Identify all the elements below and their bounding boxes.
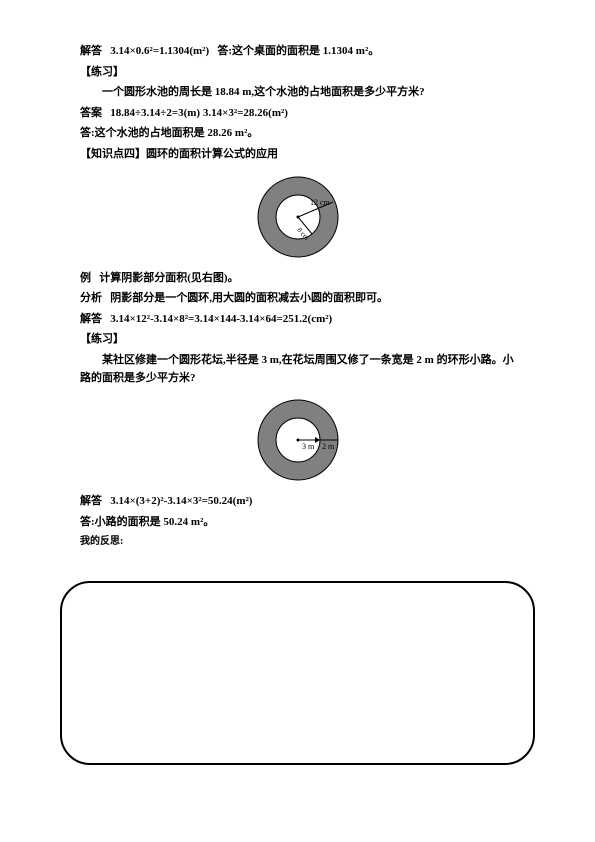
kp4-title: 【知识点四】圆环的面积计算公式的应用 (80, 146, 515, 164)
reflection-box (60, 581, 535, 765)
practice1-answer-label: 答案 (80, 107, 102, 119)
practice2-solve-line: 解答 3.14×(3+2)²-3.14×3²=50.24(m²) (80, 493, 515, 511)
practice1-answer-line: 答案 18.84÷3.14÷2=3(m) 3.14×3²=28.26(m²) (80, 105, 515, 123)
solve1-label: 解答 (80, 45, 102, 57)
reflection-label: 我的反思: (80, 534, 515, 550)
practice1-answer-text: 答:这个水池的占地面积是 28.26 m²。 (80, 125, 515, 143)
practice1-question: 一个圆形水池的周长是 18.84 m,这个水池的占地面积是多少平方米? (80, 84, 515, 102)
kp4-example-label: 例 (80, 272, 91, 284)
practice2-answer-text: 答:小路的面积是 50.24 m²。 (80, 514, 515, 532)
kp4-solve-line: 解答 3.14×12²-3.14×8²=3.14×144-3.14×64=251… (80, 311, 515, 329)
kp4-solve-calc: 3.14×12²-3.14×8²=3.14×144-3.14×64=251.2(… (110, 313, 332, 325)
kp4-analysis-label: 分析 (80, 292, 102, 304)
practice2-header: 【练习】 (80, 331, 515, 349)
width-label: 2 m (322, 442, 335, 451)
solve1-calc: 3.14×0.6²=1.1304(m²) (110, 45, 209, 57)
kp4-solve-label: 解答 (80, 313, 102, 325)
kp4-diagram: 12 cm 8 cm (80, 172, 515, 262)
outer-label: 12 cm (310, 198, 331, 207)
practice2-solve-label: 解答 (80, 495, 102, 507)
kp4-example-line: 例 计算阴影部分面积(见右图)。 (80, 270, 515, 288)
practice1-answer-calc: 18.84÷3.14÷2=3(m) 3.14×3²=28.26(m²) (110, 107, 288, 119)
practice1-header: 【练习】 (80, 64, 515, 82)
practice2-diagram: 3 m 2 m (80, 395, 515, 485)
kp4-example-text: 计算阴影部分面积(见右图)。 (99, 272, 238, 284)
kp4-analysis-text: 阴影部分是一个圆环,用大圆的面积减去小圆的面积即可。 (110, 292, 388, 304)
kp4-analysis-line: 分析 阴影部分是一个圆环,用大圆的面积减去小圆的面积即可。 (80, 290, 515, 308)
solve1-line: 解答 3.14×0.6²=1.1304(m²) 答:这个桌面的面积是 1.130… (80, 43, 515, 61)
practice2-question: 某社区修建一个圆形花坛,半径是 3 m,在花坛周围又修了一条宽是 2 m 的环形… (80, 352, 515, 387)
solve1-answer: 答:这个桌面的面积是 1.1304 m²。 (217, 45, 379, 57)
inner-label-2: 3 m (302, 442, 315, 451)
practice2-solve-calc: 3.14×(3+2)²-3.14×3²=50.24(m²) (110, 495, 252, 507)
